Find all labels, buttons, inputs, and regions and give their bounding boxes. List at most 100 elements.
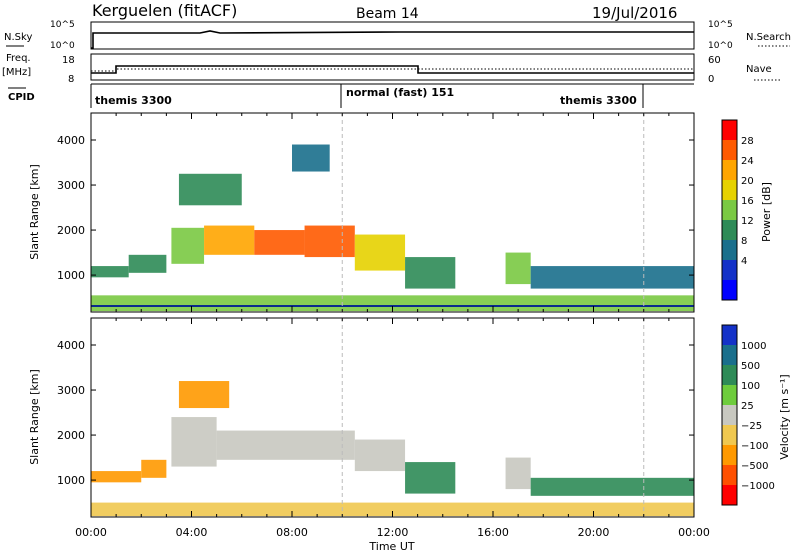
power-echo-region — [505, 252, 531, 285]
freq-label: Freq. — [6, 53, 31, 64]
power-echo-region — [304, 225, 355, 258]
velocity-axis: 4000 3000 2000 1000 — [57, 318, 695, 517]
x-tick-label: 08:00 — [276, 526, 308, 539]
power-colorbar-tick-label: 4 — [741, 256, 747, 267]
time-axis: 00:00 04:00 08:00 12:00 16:00 20:00 00:00 — [75, 526, 710, 539]
x-tick-label: 12:00 — [377, 526, 409, 539]
power-colorbar-tick-label: 28 — [741, 136, 754, 147]
freq-left-tick-bottom: 8 — [68, 74, 74, 85]
velocity-echo-region — [141, 459, 167, 478]
noise-search-label: N.Search — [746, 32, 791, 43]
velocity-colorbar-tick-label: −1000 — [741, 481, 775, 492]
velocity-colorbar-swatch — [722, 445, 737, 466]
velocity-colorbar-swatch — [722, 345, 737, 366]
x-tick-label: 00:00 — [678, 526, 710, 539]
cpid-mode-3: themis 3300 — [560, 94, 637, 107]
velocity-y-tick-label: 2000 — [57, 429, 85, 442]
x-axis-label: Time UT — [368, 540, 414, 553]
noise-sky-label: N.Sky — [4, 32, 32, 43]
power-colorbar-swatch — [722, 220, 737, 241]
velocity-colorbar-swatch — [722, 425, 737, 446]
velocity-colorbar-swatch — [722, 405, 737, 426]
velocity-colorbar-swatch — [722, 465, 737, 486]
velocity-echo-region — [91, 502, 694, 517]
power-echo-region — [530, 266, 694, 289]
station-title: Kerguelen (fitACF) — [92, 1, 237, 20]
power-colorbar-frame — [721, 119, 738, 301]
power-echo-region — [178, 173, 242, 206]
power-echo-region — [91, 266, 129, 278]
velocity-colorbar-swatch — [722, 385, 737, 406]
noise-sky-trace — [91, 30, 694, 49]
noise-left-tick-top: 10^5 — [50, 20, 75, 30]
x-tick-label: 04:00 — [176, 526, 208, 539]
velocity-echo-region — [91, 471, 142, 483]
velocity-colorbar-tick-label: −100 — [741, 441, 768, 452]
freq-trace — [91, 65, 694, 74]
power-colorbar-swatch — [722, 240, 737, 261]
power-colorbar-swatch — [722, 200, 737, 221]
power-echo-region — [91, 295, 694, 312]
power-y-axis-label: Slant Range [km] — [28, 164, 41, 260]
power-colorbar-tick-label: 12 — [741, 216, 754, 227]
velocity-colorbar-tick-label: 25 — [741, 401, 754, 412]
power-echo-region — [405, 257, 456, 289]
power-colorbar-swatch — [722, 160, 737, 181]
velocity-colorbar-frame — [721, 324, 738, 506]
velocity-echo-region — [505, 457, 531, 490]
velocity-colorbar: 1000 500 100 25 −25 −100 −500 −1000 — [721, 324, 775, 506]
velocity-echo-region — [216, 430, 355, 460]
noise-panel-frame — [90, 21, 695, 50]
power-colorbar-tick-label: 24 — [741, 156, 754, 167]
cpid-label: CPID — [8, 92, 35, 103]
power-y-tick-label: 1000 — [57, 269, 85, 282]
power-colorbar: 28 24 20 16 12 8 4 — [721, 119, 754, 301]
power-echo-region — [128, 254, 167, 273]
power-echo-region — [354, 234, 406, 271]
velocity-colorbar-tick-label: −25 — [741, 421, 762, 432]
power-echo-region — [171, 227, 205, 264]
x-tick-label: 00:00 — [75, 526, 107, 539]
power-colorbar-tick-label: 20 — [741, 176, 754, 187]
freq-unit-label: [MHz] — [2, 67, 31, 78]
noise-right-tick-top: 10^5 — [708, 20, 733, 30]
velocity-colorbar-swatch — [722, 485, 737, 506]
nave-trace — [91, 68, 694, 72]
freq-right-tick-top: 60 — [708, 55, 721, 66]
power-echo-region — [292, 144, 330, 172]
cpid-panel: CPID themis 3300 normal (fast) 151 themi… — [8, 83, 694, 108]
velocity-echo-region — [171, 417, 217, 467]
freq-right-tick-bottom: 0 — [708, 74, 714, 85]
power-data-layer — [91, 144, 694, 312]
power-colorbar-tick-label: 16 — [741, 196, 754, 207]
velocity-echo-region — [178, 381, 230, 409]
velocity-panel: 4000 3000 2000 1000 Slant Range [km] 1000 50… — [28, 317, 791, 518]
velocity-y-axis-label: Slant Range [km] — [28, 369, 41, 465]
x-tick-label: 20:00 — [578, 526, 610, 539]
noise-right-tick-bottom: 10^0 — [708, 41, 733, 51]
cpid-mode-1: themis 3300 — [95, 94, 172, 107]
velocity-echo-region — [405, 462, 456, 494]
power-colorbar-label: Power [dB] — [760, 182, 773, 242]
velocity-y-tick-label: 1000 — [57, 474, 85, 487]
power-panel: 4000 3000 2000 1000 Slant Range [km] 28 24 20… — [28, 112, 773, 313]
velocity-echo-region — [354, 439, 406, 472]
velocity-y-tick-label: 3000 — [57, 384, 85, 397]
noise-left-tick-bottom: 10^0 — [50, 41, 75, 51]
velocity-colorbar-tick-label: 500 — [741, 361, 760, 372]
power-colorbar-swatch — [722, 280, 737, 301]
power-echo-region — [204, 225, 255, 255]
power-axis: 4000 3000 2000 1000 — [57, 113, 695, 312]
velocity-data-layer — [91, 381, 694, 517]
power-y-tick-label: 2000 — [57, 224, 85, 237]
noise-panel: N.Sky 10^5 10^0 10^5 10^0 N.Search — [4, 20, 791, 51]
x-tick-label: 16:00 — [477, 526, 509, 539]
freq-panel-frame — [90, 53, 695, 81]
power-colorbar-swatch — [722, 180, 737, 201]
freq-left-tick-top: 18 — [62, 55, 75, 66]
power-colorbar-swatch — [722, 260, 737, 281]
velocity-colorbar-tick-label: 1000 — [741, 341, 766, 352]
velocity-y-tick-label: 4000 — [57, 339, 85, 352]
freq-panel: Freq. [MHz] 18 8 60 0 Nave — [2, 53, 780, 85]
velocity-colorbar-tick-label: −500 — [741, 461, 768, 472]
